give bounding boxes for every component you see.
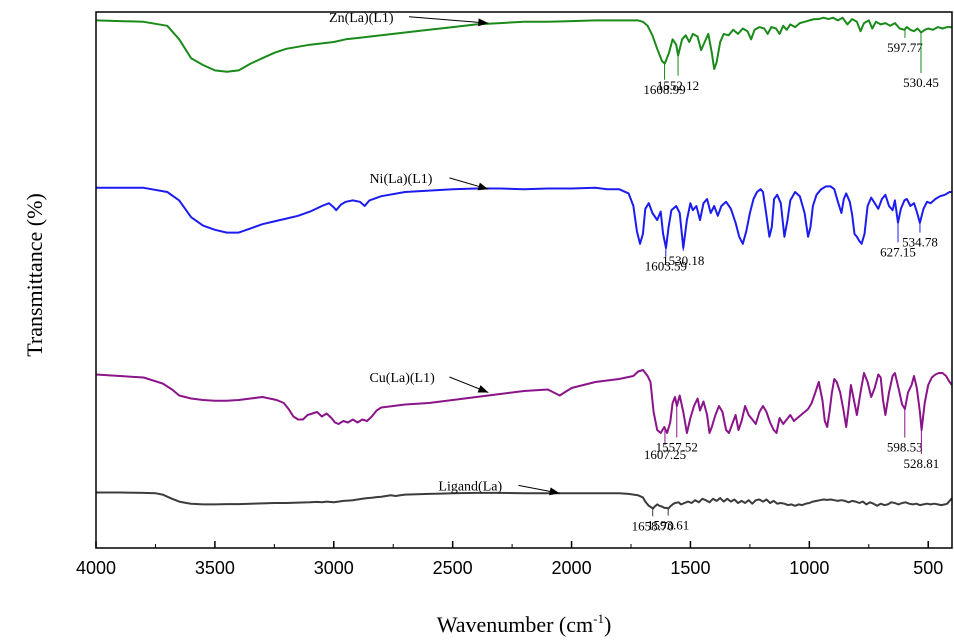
series-label-0: Zn(La)(L1) [329, 11, 394, 26]
series-label-arrowhead-0 [478, 18, 489, 27]
peak-label-1: 1552.12 [657, 78, 699, 93]
peak-label-4: 1603.59 [645, 258, 687, 273]
x-tick-label-1: 3500 [195, 558, 235, 578]
series-line-3 [96, 491, 953, 510]
peak-label-6: 627.15 [880, 244, 916, 259]
peak-label-9: 1557.52 [656, 440, 698, 455]
x-axis-title-superscript: -1 [593, 611, 604, 626]
x-tick-label-0: 4000 [76, 558, 116, 578]
series-label-3: Ligand(La) [438, 479, 502, 494]
series-labels: Zn(La)(L1) Ni(La)(L1) Cu(La)(L1) Ligand(La) [329, 11, 560, 496]
x-tick-label-5: 1500 [670, 558, 710, 578]
x-tick-label-3: 2500 [433, 558, 473, 578]
x-axis-title: Wavenumber (cm-1) [437, 611, 612, 637]
series-label-1: Ni(La)(L1) [369, 172, 432, 187]
series-line-1 [96, 185, 952, 249]
x-tick-label-6: 1000 [789, 558, 829, 578]
peak-label-10: 598.53 [887, 440, 923, 455]
x-axis-title-close: ) [604, 612, 611, 637]
peak-label-13: 1593.61 [647, 518, 689, 533]
x-axis-title-main: Wavenumber (cm [437, 612, 593, 637]
peak-label-12: 1658.70 [632, 518, 674, 533]
peak-label-2: 597.77 [887, 40, 923, 55]
x-axis-ticks: 4000 3500 3000 2500 2000 1500 1000 500 [76, 541, 943, 578]
series-label-2: Cu(La)(L1) [369, 371, 435, 386]
series-curves [95, 16, 953, 510]
y-axis-title: Transmittance (%) [22, 193, 47, 357]
series-line-0 [95, 16, 952, 73]
peak-label-7: 534.78 [902, 235, 938, 250]
peak-label-8: 1607.25 [644, 447, 686, 462]
peak-label-0: 1608.99 [643, 82, 685, 97]
plot-frame [95, 11, 953, 549]
peak-label-5: 1530.18 [662, 253, 704, 268]
series-label-arrow-0 [408, 16, 489, 24]
x-tick-label-4: 2000 [552, 558, 592, 578]
x-tick-label-2: 3000 [314, 558, 354, 578]
x-tick-label-7: 500 [913, 558, 943, 578]
series-label-arrowhead-1 [477, 182, 489, 191]
series-label-arrowhead-2 [477, 385, 489, 393]
peak-label-3: 530.45 [903, 75, 939, 90]
series-line-2 [95, 369, 953, 434]
series-label-arrowhead-3 [549, 487, 560, 496]
peak-label-11: 528.81 [903, 456, 939, 471]
